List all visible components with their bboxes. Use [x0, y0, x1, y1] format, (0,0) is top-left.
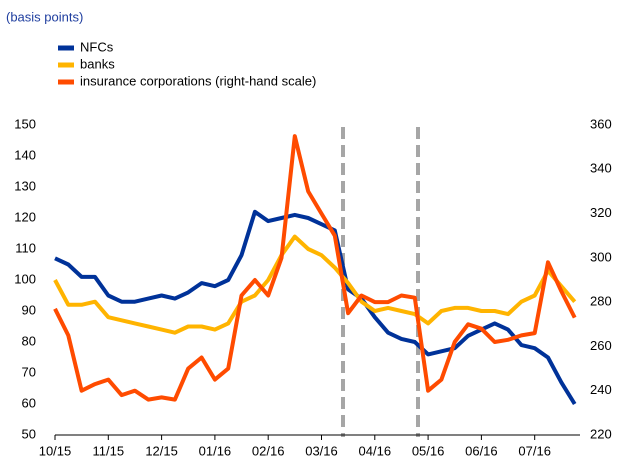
y-tick-label: 60 [22, 395, 36, 410]
y-tick-label: 80 [22, 333, 36, 348]
x-tick-label: 04/16 [359, 443, 392, 458]
y-tick-label: 150 [14, 116, 36, 131]
x-tick-label: 07/16 [518, 443, 551, 458]
x-tick-label: 12/15 [145, 443, 178, 458]
y2-tick-label: 260 [590, 338, 612, 353]
y-tick-label: 50 [22, 426, 36, 441]
legend-label: insurance corporations (right-hand scale… [80, 73, 316, 88]
series-line [53, 234, 577, 335]
y-tick-label: 70 [22, 364, 36, 379]
y2-tick-label: 220 [590, 426, 612, 441]
x-tick-label: 03/16 [305, 443, 338, 458]
y2-tick-label: 300 [590, 249, 612, 264]
x-tick-label: 10/15 [39, 443, 72, 458]
y-tick-label: 100 [14, 271, 36, 286]
legend-label: NFCs [80, 39, 114, 54]
y2-tick-label: 280 [590, 294, 612, 309]
y-tick-label: 120 [14, 209, 36, 224]
x-tick-label: 05/16 [412, 443, 445, 458]
x-tick-label: 06/16 [465, 443, 498, 458]
x-tick-label: 02/16 [252, 443, 285, 458]
y2-tick-label: 360 [590, 116, 612, 131]
y2-tick-label: 340 [590, 161, 612, 176]
series-line [53, 134, 577, 402]
legend-label: banks [80, 56, 115, 71]
y-tick-label: 140 [14, 147, 36, 162]
y2-tick-label: 320 [590, 205, 612, 220]
y2-tick-label: 240 [590, 382, 612, 397]
y-tick-label: 130 [14, 178, 36, 193]
y-tick-label: 110 [15, 240, 36, 255]
y-tick-label: 90 [22, 302, 36, 317]
x-tick-label: 01/16 [199, 443, 232, 458]
x-tick-label: 11/15 [93, 443, 125, 458]
chart-subtitle: (basis points) [6, 9, 83, 24]
series-line [54, 209, 577, 406]
